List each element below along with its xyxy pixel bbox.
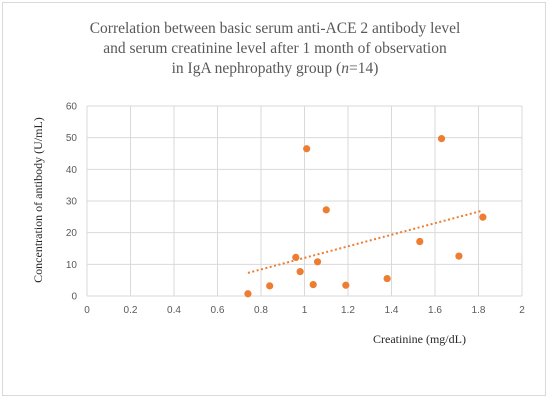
chart-title-line-3: in IgA nephropathy group (n=14) bbox=[171, 60, 379, 77]
y-tick-label: 60 bbox=[66, 102, 78, 113]
data-point bbox=[416, 237, 424, 246]
y-tick-label: 0 bbox=[71, 292, 77, 303]
x-tick-label: 0.2 bbox=[124, 305, 138, 316]
trendline bbox=[247, 209, 484, 274]
data-point bbox=[437, 135, 446, 143]
y-tick-label: 10 bbox=[66, 260, 78, 271]
data-point bbox=[296, 268, 304, 276]
y-tick-label: 30 bbox=[66, 197, 78, 208]
chart-frame bbox=[2, 2, 546, 396]
data-point bbox=[455, 252, 463, 260]
chart-title-line-1: Correlation between basic serum anti-ACE… bbox=[89, 20, 461, 37]
chart-title-line-2: and serum creatinine level after 1 month… bbox=[103, 40, 447, 57]
y-tick-label: 50 bbox=[66, 133, 78, 144]
y-tick-label: 20 bbox=[66, 228, 78, 239]
x-tick-label: 1.8 bbox=[472, 305, 486, 316]
x-tick-label: 0.4 bbox=[167, 305, 181, 316]
data-point bbox=[383, 274, 391, 283]
y-tick-label: 40 bbox=[66, 165, 78, 176]
data-point bbox=[479, 213, 487, 221]
x-tick-label: 1.6 bbox=[428, 305, 442, 316]
x-tick-label: 1.4 bbox=[385, 305, 399, 316]
data-point bbox=[266, 282, 274, 290]
data-point bbox=[322, 206, 330, 214]
data-point bbox=[292, 253, 300, 261]
data-point bbox=[342, 281, 350, 289]
data-point bbox=[309, 281, 317, 289]
x-tick-label: 1.2 bbox=[341, 305, 355, 316]
data-point bbox=[244, 290, 252, 298]
data-point bbox=[313, 258, 322, 266]
x-axis-title: Creatinine (mg/dL) bbox=[373, 332, 466, 346]
data-point bbox=[303, 145, 311, 153]
x-tick-label: 0.6 bbox=[211, 305, 225, 316]
x-tick-label: 0.8 bbox=[254, 305, 268, 316]
x-tick-label: 2 bbox=[519, 305, 525, 316]
x-tick-label: 1 bbox=[302, 305, 308, 316]
x-tick-label: 0 bbox=[84, 305, 90, 316]
